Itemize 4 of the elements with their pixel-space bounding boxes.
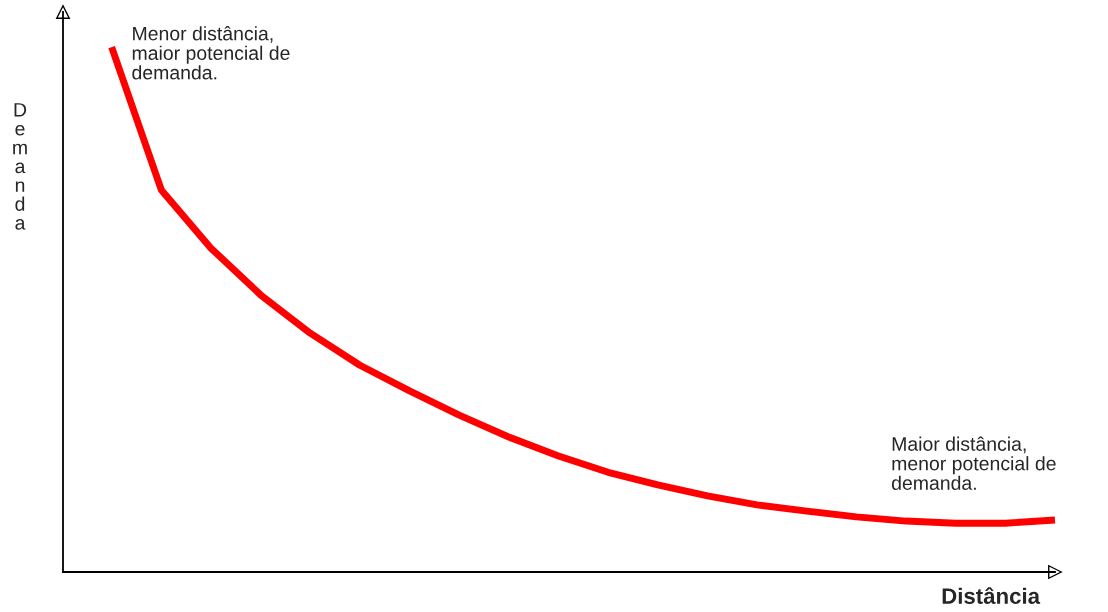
x-axis-title: Distância (942, 587, 1041, 604)
annotation: Maior distância, menor potencial de demanda. (891, 436, 1056, 490)
annotation: Menor distância, maior potencial de demanda. (132, 26, 290, 80)
y-axis-title: Demanda (13, 103, 27, 230)
